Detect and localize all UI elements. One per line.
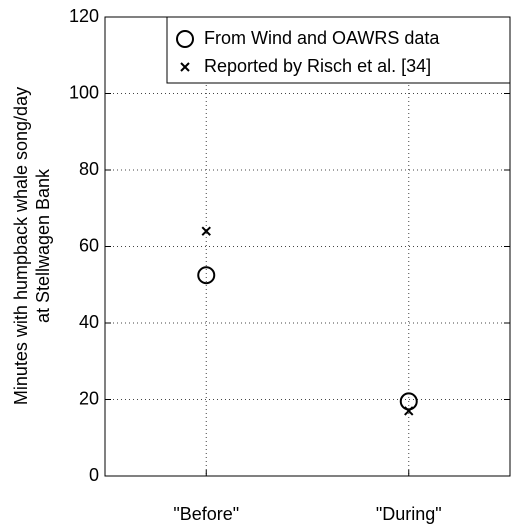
y-axis-label-line: Minutes with humpback whale song/day	[11, 87, 31, 405]
data-point	[201, 226, 211, 236]
data-point	[197, 266, 216, 285]
y-tick-label: 40	[79, 312, 99, 332]
y-tick-label: 100	[69, 82, 99, 102]
y-tick-label: 20	[79, 388, 99, 408]
x-tick-label: "Before"	[173, 504, 239, 524]
x-tick-label: "During"	[376, 504, 442, 524]
data-point	[399, 392, 418, 411]
legend-marker	[180, 62, 190, 72]
data-point	[404, 406, 414, 416]
y-axis-label: Minutes with humpback whale song/day at …	[11, 87, 53, 405]
legend-label: From Wind and OAWRS data	[204, 28, 440, 48]
legend-marker	[176, 30, 194, 48]
legend-label: Reported by Risch et al. [34]	[204, 56, 431, 76]
y-tick-label: 0	[89, 465, 99, 485]
y-axis-label-line: at Stellwagen Bank	[33, 168, 53, 323]
y-tick-label: 60	[79, 235, 99, 255]
y-tick-label: 120	[69, 6, 99, 26]
legend-box	[166, 16, 511, 84]
y-tick-label: 80	[79, 159, 99, 179]
